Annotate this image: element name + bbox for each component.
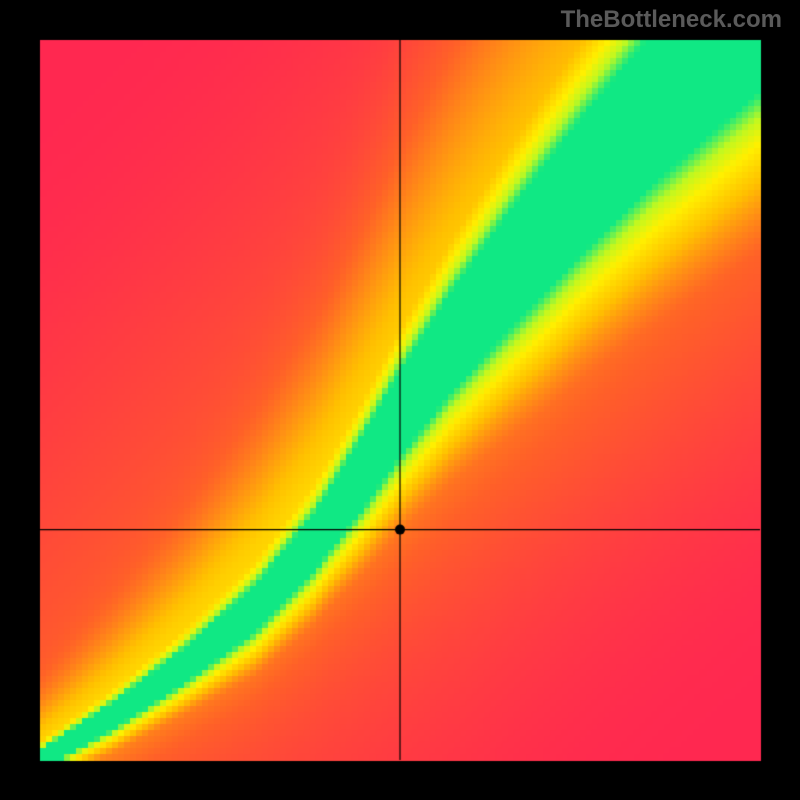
bottleneck-heatmap xyxy=(0,0,800,800)
chart-container: TheBottleneck.com xyxy=(0,0,800,800)
watermark-text: TheBottleneck.com xyxy=(561,6,782,34)
